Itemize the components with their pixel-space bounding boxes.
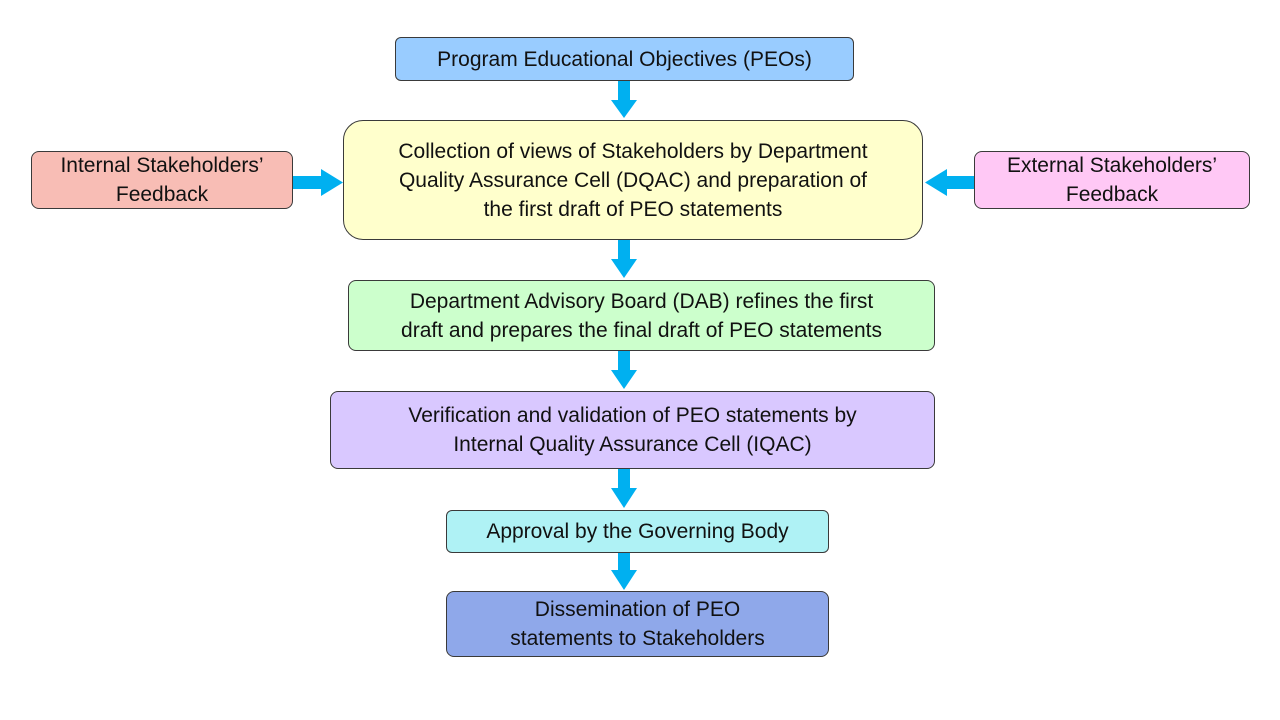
node-iqac-text: Verification and validation of PEO state… (408, 401, 856, 459)
node-external-text: External Stakeholders’ Feedback (1007, 151, 1217, 209)
node-dissemination-line: Dissemination of PEO (534, 598, 741, 621)
node-collection-line: Collection of views of Stakeholders by D… (398, 139, 868, 163)
node-collection-line: Quality Assurance Cell (DQAC) and prepar… (398, 168, 868, 192)
arrow-external-to-collection (925, 169, 975, 196)
node-dissemination: Dissemination of PEO statements to Stake… (446, 591, 829, 657)
node-internal-text: Internal Stakeholders’ Feedback (60, 151, 263, 209)
node-peos-text: Program Educational Objectives (PEOs) (437, 45, 812, 74)
node-dab-line: Department Advisory Board (DAB) refines … (409, 289, 874, 313)
arrow-internal-to-collection (293, 169, 343, 196)
arrow-dab-to-iqac (611, 350, 637, 389)
arrow-iqac-to-approval (611, 468, 637, 508)
node-collection: Collection of views of Stakeholders by D… (343, 120, 923, 240)
node-approval-line: Approval by the Governing Body (486, 520, 789, 543)
node-iqac: Verification and validation of PEO state… (330, 391, 935, 469)
node-peos-line: Program Educational Objectives (PEOs) (437, 47, 812, 71)
node-approval-text: Approval by the Governing Body (486, 517, 788, 546)
node-internal-line: Feedback (115, 183, 209, 206)
arrow-peos-to-collection (611, 80, 637, 118)
node-iqac-line: Verification and validation of PEO state… (408, 404, 857, 427)
node-external-feedback: External Stakeholders’ Feedback (974, 151, 1250, 209)
node-internal-line: Internal Stakeholders’ (60, 154, 264, 177)
arrow-approval-to-dissemination (611, 552, 637, 590)
node-external-line: External Stakeholders’ (1006, 154, 1218, 177)
arrow-collection-to-dab (611, 239, 637, 278)
node-approval: Approval by the Governing Body (446, 510, 829, 553)
node-external-line: Feedback (1065, 183, 1159, 206)
node-peos: Program Educational Objectives (PEOs) (395, 37, 854, 81)
node-dissemination-text: Dissemination of PEO statements to Stake… (510, 595, 764, 653)
node-dissemination-line: statements to Stakeholders (510, 627, 765, 650)
node-collection-text: Collection of views of Stakeholders by D… (398, 137, 867, 224)
node-collection-line: the first draft of PEO statements (483, 197, 783, 221)
node-dab: Department Advisory Board (DAB) refines … (348, 280, 935, 351)
node-dab-line: draft and prepares the final draft of PE… (401, 318, 882, 342)
node-internal-feedback: Internal Stakeholders’ Feedback (31, 151, 293, 209)
node-iqac-line: Internal Quality Assurance Cell (IQAC) (453, 433, 812, 456)
node-dab-text: Department Advisory Board (DAB) refines … (401, 287, 882, 345)
